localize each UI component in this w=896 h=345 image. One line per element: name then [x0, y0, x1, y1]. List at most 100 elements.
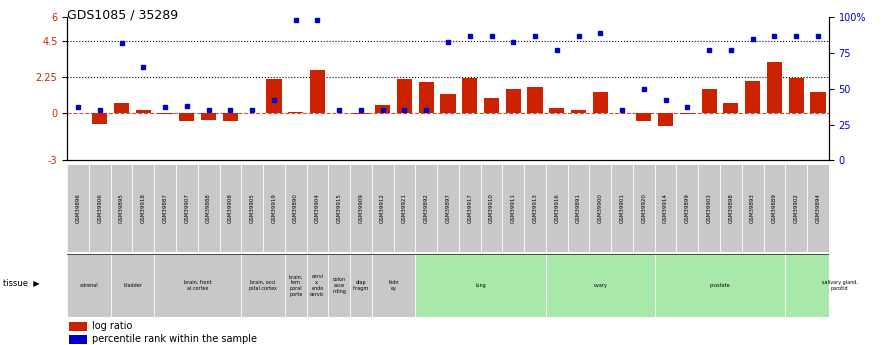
- Text: GSM39917: GSM39917: [467, 193, 472, 223]
- Text: GSM39915: GSM39915: [337, 193, 341, 223]
- Bar: [680, 113, 695, 114]
- Bar: [136, 109, 151, 113]
- Bar: [372, 164, 393, 252]
- Bar: [372, 254, 416, 317]
- Text: GSM39898: GSM39898: [728, 193, 734, 223]
- Text: adrenal: adrenal: [80, 283, 99, 288]
- Text: GSM39909: GSM39909: [358, 193, 364, 223]
- Text: GSM39908: GSM39908: [228, 193, 233, 223]
- Text: GSM39919: GSM39919: [271, 193, 277, 223]
- Bar: [546, 254, 655, 317]
- Bar: [350, 164, 372, 252]
- Text: bladder: bladder: [123, 283, 142, 288]
- Bar: [328, 254, 350, 317]
- Bar: [397, 79, 412, 113]
- Bar: [571, 109, 586, 113]
- Bar: [698, 164, 720, 252]
- Bar: [418, 82, 434, 113]
- Bar: [546, 164, 568, 252]
- Bar: [114, 103, 129, 113]
- Text: GSM39889: GSM39889: [771, 193, 777, 223]
- Bar: [503, 164, 524, 252]
- Bar: [179, 113, 194, 121]
- Bar: [89, 164, 111, 252]
- Bar: [241, 254, 285, 317]
- Bar: [723, 103, 738, 113]
- Bar: [92, 113, 108, 124]
- Bar: [894, 254, 896, 317]
- Bar: [111, 254, 154, 317]
- Bar: [310, 70, 325, 113]
- Bar: [220, 164, 241, 252]
- Text: salivary gland,
parotid: salivary gland, parotid: [822, 280, 857, 291]
- Bar: [154, 254, 241, 317]
- Bar: [353, 113, 368, 114]
- Bar: [70, 322, 87, 331]
- Bar: [328, 164, 350, 252]
- Bar: [528, 87, 543, 113]
- Bar: [702, 89, 717, 113]
- Bar: [133, 164, 154, 252]
- Text: diap
hragm: diap hragm: [353, 280, 369, 291]
- Bar: [524, 164, 546, 252]
- Text: GSM39918: GSM39918: [141, 193, 146, 223]
- Bar: [745, 81, 760, 113]
- Bar: [223, 113, 238, 121]
- Bar: [285, 164, 306, 252]
- Bar: [350, 254, 372, 317]
- Bar: [393, 164, 416, 252]
- Bar: [568, 164, 590, 252]
- Bar: [590, 164, 611, 252]
- Text: GSM39916: GSM39916: [555, 193, 559, 223]
- Bar: [111, 164, 133, 252]
- Bar: [285, 254, 306, 317]
- Bar: [549, 108, 564, 113]
- Text: prostate: prostate: [710, 283, 730, 288]
- Bar: [615, 113, 630, 114]
- Bar: [263, 164, 285, 252]
- Text: GSM39911: GSM39911: [511, 193, 516, 223]
- Text: GSM39910: GSM39910: [489, 193, 494, 223]
- Text: GSM39893: GSM39893: [750, 193, 755, 223]
- Bar: [480, 164, 503, 252]
- Bar: [785, 254, 894, 317]
- Text: GSM39913: GSM39913: [532, 193, 538, 223]
- Bar: [810, 92, 825, 113]
- Text: percentile rank within the sample: percentile rank within the sample: [91, 334, 257, 344]
- Text: GDS1085 / 35289: GDS1085 / 35289: [67, 9, 178, 22]
- Text: GSM39912: GSM39912: [380, 193, 385, 223]
- Bar: [767, 62, 782, 113]
- Bar: [154, 164, 176, 252]
- Text: log ratio: log ratio: [91, 322, 133, 331]
- Bar: [462, 78, 478, 113]
- Text: GSM39903: GSM39903: [707, 193, 711, 223]
- Bar: [70, 335, 87, 344]
- Bar: [266, 79, 281, 113]
- Text: brain, front
al cortex: brain, front al cortex: [184, 280, 211, 291]
- Text: GSM39906: GSM39906: [98, 193, 102, 223]
- Text: GSM39890: GSM39890: [293, 193, 298, 223]
- Text: brain,
tem
poral
porte: brain, tem poral porte: [289, 274, 303, 297]
- Bar: [636, 113, 651, 121]
- Bar: [289, 112, 303, 113]
- Text: GSM39914: GSM39914: [663, 193, 668, 223]
- Text: GSM39921: GSM39921: [402, 193, 407, 223]
- Bar: [505, 89, 521, 113]
- Bar: [720, 164, 742, 252]
- Text: GSM39907: GSM39907: [185, 193, 189, 223]
- Text: GSM39894: GSM39894: [815, 193, 821, 223]
- Bar: [306, 164, 328, 252]
- Bar: [676, 164, 698, 252]
- Bar: [245, 113, 260, 114]
- Bar: [158, 113, 173, 114]
- Text: GSM39901: GSM39901: [619, 193, 625, 223]
- Bar: [807, 164, 829, 252]
- Text: GSM39887: GSM39887: [162, 193, 168, 223]
- Text: GSM39892: GSM39892: [424, 193, 429, 223]
- Text: GSM39899: GSM39899: [685, 193, 690, 223]
- Bar: [633, 164, 655, 252]
- Bar: [241, 164, 263, 252]
- Bar: [201, 113, 216, 120]
- Bar: [742, 164, 763, 252]
- Bar: [67, 254, 111, 317]
